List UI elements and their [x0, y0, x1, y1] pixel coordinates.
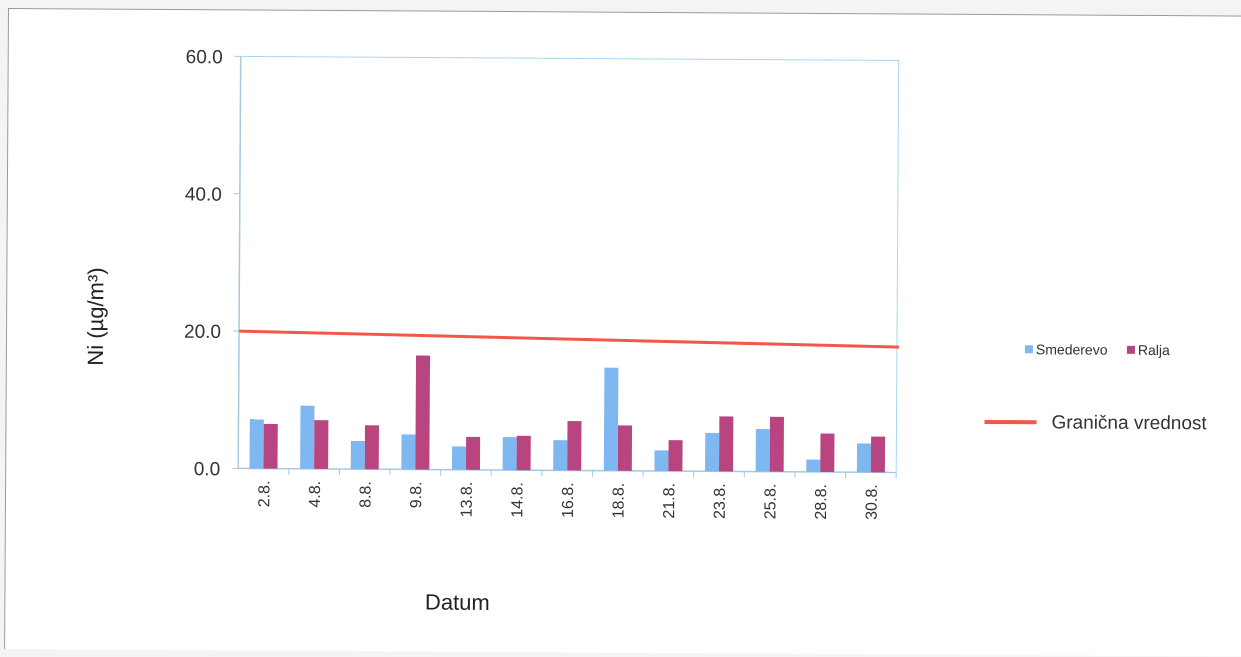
x-tick-label: 9.8. — [408, 481, 425, 508]
bar-ralja-11 — [770, 417, 784, 472]
y-axis-line — [238, 56, 241, 468]
bar-smederevo-2 — [300, 406, 314, 469]
x-tick-label: 16.8. — [560, 482, 577, 518]
bar-smederevo-10 — [705, 433, 719, 472]
bar-smederevo-5 — [452, 446, 466, 469]
bar-smederevo-6 — [503, 437, 517, 470]
bar-smederevo-9 — [654, 450, 668, 471]
bars-group — [249, 354, 885, 472]
bar-smederevo-8 — [604, 368, 619, 471]
x-axis-title: Datum — [425, 590, 490, 615]
x-axis-labels: 2.8. 4.8. 8.8. 9.8. 13.8. 14.8. 16.8. 18.8. 21.8… — [256, 469, 896, 521]
x-tick-label: 28.8. — [813, 484, 830, 520]
bar-ralja-5 — [466, 437, 480, 470]
bar-smederevo-3 — [351, 441, 365, 469]
y-tick-label: 60.0 — [186, 47, 223, 68]
plot-border — [238, 56, 899, 472]
bar-ralja-8 — [618, 425, 632, 470]
bar-smederevo-11 — [756, 429, 770, 472]
x-tick-label: 4.8. — [307, 481, 324, 508]
legend-swatch-ralja — [1127, 346, 1135, 354]
scanned-page: 0.0 20.0 40.0 60.0 2.8. 4.8. 8.8. 9.8. 13.8. 14.… — [4, 8, 1241, 657]
legend-label-limit: Granična vrednost — [1051, 412, 1207, 434]
bar-smederevo-12 — [806, 460, 820, 472]
y-tick-label: 40.0 — [185, 184, 222, 205]
x-tick-label: 30.8. — [864, 484, 881, 520]
bar-smederevo-4 — [401, 434, 415, 469]
x-tick-label: 8.8. — [357, 481, 374, 508]
x-tick-label: 21.8. — [661, 483, 678, 519]
bar-ralja-12 — [820, 434, 834, 473]
bar-smederevo-7 — [553, 440, 567, 470]
bar-smederevo-1 — [249, 419, 263, 469]
bar-ralja-1 — [263, 424, 277, 469]
x-tick-label: 14.8. — [509, 482, 526, 518]
legend-label-smederevo: Smederevo — [1036, 341, 1108, 357]
x-tick-label: 13.8. — [459, 482, 476, 518]
y-axis-title: Ni (µg/m³) — [83, 267, 109, 365]
bar-ralja-2 — [314, 420, 328, 469]
bar-ralja-6 — [517, 436, 531, 470]
x-tick-label: 23.8. — [712, 483, 729, 519]
x-tick-label: 2.8. — [256, 481, 273, 508]
ni-bar-chart: 0.0 20.0 40.0 60.0 2.8. 4.8. 8.8. 9.8. 13.8. 14.… — [5, 9, 1241, 651]
legend-swatch-smederevo — [1025, 345, 1033, 353]
bar-ralja-7 — [567, 421, 581, 471]
bar-ralja-9 — [668, 440, 682, 471]
y-axis-ticks: 0.0 20.0 40.0 60.0 — [183, 47, 241, 480]
bar-ralja-4 — [415, 356, 430, 470]
x-tick-label: 25.8. — [762, 484, 779, 520]
plot-area — [238, 56, 899, 472]
bar-ralja-3 — [365, 425, 379, 469]
bar-ralja-13 — [871, 437, 885, 473]
legend-label-ralja: Ralja — [1138, 342, 1170, 358]
legend: Smederevo Ralja Granična vrednost — [984, 341, 1208, 434]
limit-line-group — [239, 331, 899, 347]
bar-ralja-10 — [719, 416, 733, 471]
y-tick-label: 20.0 — [184, 322, 221, 343]
x-tick-label: 18.8. — [611, 483, 628, 519]
limit-line — [239, 331, 899, 347]
bar-smederevo-13 — [857, 443, 871, 472]
y-tick-label: 0.0 — [194, 459, 221, 480]
